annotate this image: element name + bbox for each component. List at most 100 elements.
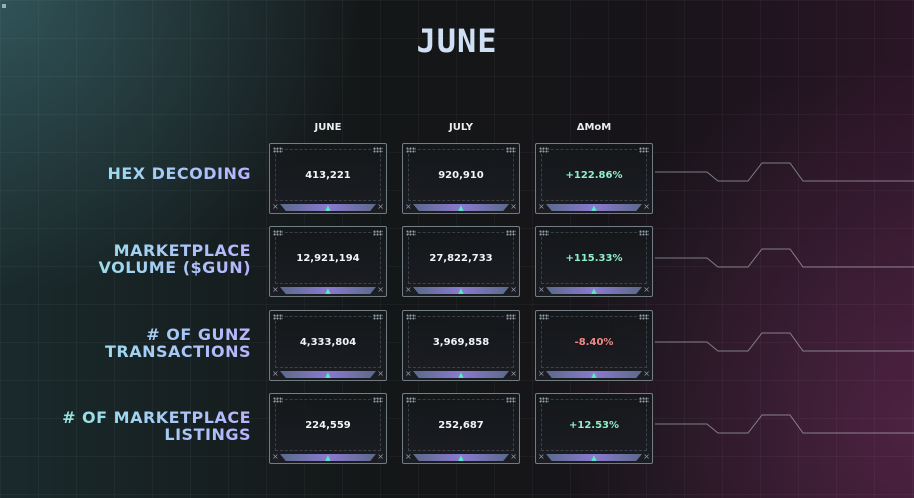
- card-footer-bar: [413, 454, 509, 461]
- dot-grid-icon: [539, 147, 549, 153]
- metric-value: +115.33%: [565, 253, 623, 264]
- circuit-line: [655, 414, 914, 434]
- column-header-july: JULY: [449, 122, 473, 133]
- triangle-cluster-icon: ▲: [591, 371, 597, 379]
- cross-icon: ×: [538, 285, 545, 294]
- cross-icon: ×: [405, 285, 412, 294]
- metric-value: 252,687: [438, 420, 484, 431]
- dot-grid-icon: [639, 230, 649, 236]
- card-footer-bar: [546, 454, 642, 461]
- metric-value: -8.40%: [574, 337, 614, 348]
- metric-value: 413,221: [305, 170, 351, 181]
- cross-icon: ×: [538, 369, 545, 378]
- cross-icon: ×: [377, 452, 384, 461]
- dot-grid-icon: [406, 397, 416, 403]
- column-header-june: JUNE: [314, 122, 342, 133]
- dot-grid-icon: [506, 230, 516, 236]
- card-footer-bar: [280, 287, 376, 294]
- dot-grid-icon: [539, 314, 549, 320]
- card-inner-frame: [275, 399, 381, 451]
- card-inner-frame: [275, 149, 381, 201]
- card-inner-frame: [408, 232, 514, 284]
- metric-value: +12.53%: [568, 420, 620, 431]
- dot-grid-icon: [506, 314, 516, 320]
- metric-card-mom: × × ▲ +122.86%: [535, 143, 653, 214]
- dot-grid-icon: [273, 230, 283, 236]
- cross-icon: ×: [643, 285, 650, 294]
- metric-value: 4,333,804: [299, 337, 357, 348]
- dot-grid-icon: [273, 147, 283, 153]
- cross-icon: ×: [643, 369, 650, 378]
- card-inner-frame: [541, 149, 647, 201]
- dot-grid-icon: [506, 147, 516, 153]
- dot-grid-icon: [273, 314, 283, 320]
- metric-card-july: × × ▲ 920,910: [402, 143, 520, 214]
- card-inner-frame: [408, 149, 514, 201]
- cross-icon: ×: [377, 369, 384, 378]
- card-footer-bar: [413, 371, 509, 378]
- card-inner-frame: [541, 316, 647, 368]
- dot-grid-icon: [406, 314, 416, 320]
- dot-grid-icon: [373, 147, 383, 153]
- cross-icon: ×: [538, 202, 545, 211]
- metric-card-mom: × × ▲ +115.33%: [535, 226, 653, 297]
- cross-icon: ×: [510, 452, 517, 461]
- card-inner-frame: [275, 316, 381, 368]
- dot-grid-icon: [539, 230, 549, 236]
- dot-grid-icon: [639, 314, 649, 320]
- triangle-cluster-icon: ▲: [591, 454, 597, 462]
- metric-value: 920,910: [438, 170, 484, 181]
- triangle-cluster-icon: ▲: [458, 371, 464, 379]
- cross-icon: ×: [643, 202, 650, 211]
- dot-grid-icon: [273, 397, 283, 403]
- triangle-cluster-icon: ▲: [325, 371, 331, 379]
- card-footer-bar: [280, 204, 376, 211]
- dot-grid-icon: [639, 147, 649, 153]
- metric-card-june: × × ▲ 12,921,194: [269, 226, 387, 297]
- cross-icon: ×: [538, 452, 545, 461]
- circuit-line: [655, 332, 914, 352]
- card-footer-bar: [280, 371, 376, 378]
- metric-card-mom: × × ▲ -8.40%: [535, 310, 653, 381]
- cross-icon: ×: [510, 369, 517, 378]
- card-footer-bar: [546, 371, 642, 378]
- triangle-cluster-icon: ▲: [458, 287, 464, 295]
- cross-icon: ×: [272, 369, 279, 378]
- dot-grid-icon: [639, 397, 649, 403]
- cross-icon: ×: [272, 285, 279, 294]
- metric-card-july: × × ▲ 27,822,733: [402, 226, 520, 297]
- dot-grid-icon: [506, 397, 516, 403]
- dot-grid-icon: [539, 397, 549, 403]
- card-inner-frame: [541, 399, 647, 451]
- metric-card-july: × × ▲ 252,687: [402, 393, 520, 464]
- card-inner-frame: [408, 399, 514, 451]
- cross-icon: ×: [405, 452, 412, 461]
- metric-card-july: × × ▲ 3,969,858: [402, 310, 520, 381]
- page-title: JUNE: [416, 22, 498, 60]
- cross-icon: ×: [377, 202, 384, 211]
- card-inner-frame: [408, 316, 514, 368]
- triangle-cluster-icon: ▲: [591, 287, 597, 295]
- cross-icon: ×: [272, 202, 279, 211]
- card-inner-frame: [541, 232, 647, 284]
- triangle-cluster-icon: ▲: [325, 204, 331, 212]
- dot-grid-icon: [406, 230, 416, 236]
- metric-value: 27,822,733: [429, 253, 493, 264]
- dot-grid-icon: [373, 230, 383, 236]
- metric-value: 224,559: [305, 420, 351, 431]
- cross-icon: ×: [510, 202, 517, 211]
- corner-marker: [2, 4, 6, 8]
- triangle-cluster-icon: ▲: [325, 454, 331, 462]
- cross-icon: ×: [272, 452, 279, 461]
- cross-icon: ×: [405, 369, 412, 378]
- metric-value: 12,921,194: [296, 253, 360, 264]
- triangle-cluster-icon: ▲: [325, 287, 331, 295]
- metric-card-june: × × ▲ 224,559: [269, 393, 387, 464]
- card-footer-bar: [280, 454, 376, 461]
- cross-icon: ×: [510, 285, 517, 294]
- card-footer-bar: [413, 204, 509, 211]
- metric-value: +122.86%: [565, 170, 623, 181]
- triangle-cluster-icon: ▲: [458, 204, 464, 212]
- card-footer-bar: [413, 287, 509, 294]
